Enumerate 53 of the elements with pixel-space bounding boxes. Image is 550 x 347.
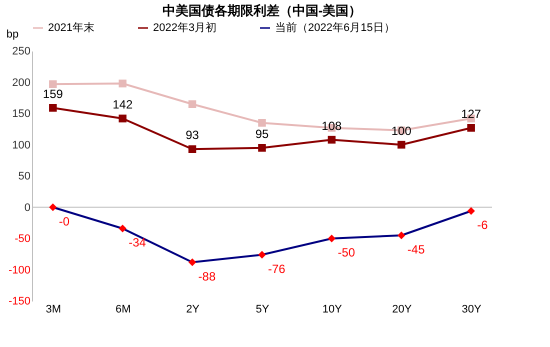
data-label: -45	[407, 242, 426, 256]
point	[467, 124, 475, 132]
point	[328, 136, 336, 144]
point	[49, 80, 57, 88]
point	[49, 203, 57, 212]
point	[258, 119, 266, 127]
data-label: -88	[198, 269, 216, 284]
point	[188, 145, 196, 153]
data-label: 93	[186, 128, 200, 142]
data-label: -6	[477, 218, 488, 232]
x-tick-label: 6M	[115, 304, 131, 316]
legend-label: 2021年末	[48, 21, 94, 34]
legend-label: 当前（2022年6月15日）	[275, 22, 395, 34]
legend-label: 2022年3月初	[153, 21, 217, 34]
point	[118, 80, 126, 88]
data-label: -50	[338, 246, 356, 260]
x-tick-label: 10Y	[322, 304, 343, 316]
y-tick-label: -100	[8, 264, 30, 276]
data-label: 159	[42, 86, 64, 101]
point	[118, 114, 126, 122]
y-tick-label: 250	[12, 46, 30, 58]
point	[258, 144, 266, 152]
point	[467, 207, 475, 215]
y-axis-title: bp	[6, 28, 19, 40]
data-label: -34	[128, 236, 146, 250]
point	[118, 224, 126, 232]
point	[398, 140, 406, 149]
data-label: -76	[268, 262, 286, 276]
x-tick-label: 3M	[46, 304, 62, 316]
chart-title: 中美国债各期限利差（中国-美国）	[162, 3, 362, 18]
data-label: 108	[322, 118, 342, 133]
data-label: 142	[112, 98, 133, 112]
point	[258, 250, 266, 259]
y-tick-label: 150	[12, 108, 30, 120]
y-tick-label: 100	[12, 139, 30, 152]
data-label: 100	[391, 124, 412, 138]
x-tick-label: 30Y	[462, 304, 482, 316]
y-tick-label: 200	[12, 76, 30, 89]
data-label: 95	[255, 126, 269, 141]
point	[188, 100, 196, 108]
point	[188, 258, 196, 266]
y-tick-label: 50	[18, 170, 30, 182]
data-label: -0	[58, 214, 70, 228]
point	[328, 234, 336, 242]
y-tick-label: 0	[24, 202, 30, 214]
point	[49, 104, 57, 112]
y-tick-label: -150	[8, 296, 30, 308]
data-label: 127	[461, 106, 482, 121]
x-tick-label: 20Y	[392, 304, 412, 316]
x-tick-label: 5Y	[256, 304, 270, 316]
x-tick-label: 2Y	[186, 304, 200, 316]
y-tick-label: -50	[14, 233, 30, 245]
point	[398, 232, 406, 240]
